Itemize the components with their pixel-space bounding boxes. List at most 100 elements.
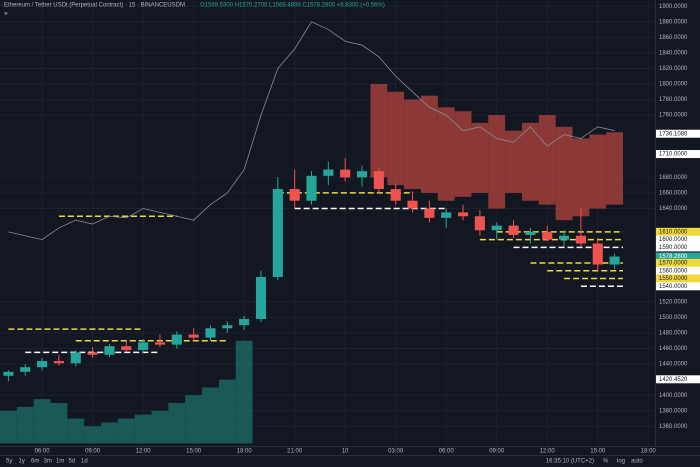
y-tick-label: 1440.0000 [659,362,688,368]
candle-body [575,235,586,244]
y-tick-label: 1840.0000 [659,50,688,56]
range-button[interactable]: 5d [69,459,76,465]
scale-button[interactable]: % [603,459,609,465]
cloud-column [168,402,186,444]
candle-body [104,346,115,355]
price-tag-label: 1550.0000 [659,276,688,282]
price-tag-label: 1540.0000 [659,284,688,290]
price-tag-label: 1578.2800 [659,254,688,260]
cloud-column [387,91,405,186]
y-tick-label: 1360.0000 [659,424,688,430]
range-button[interactable]: 1y [19,459,25,465]
price-tag [656,266,700,275]
candle-body [441,212,452,218]
cloud-column [420,95,438,193]
price-tag [656,274,700,283]
price-tag [656,375,700,384]
price-tag [656,243,700,252]
price-tag [656,282,700,291]
cloud-column [454,111,472,197]
cloud-column [134,414,152,444]
x-tick-label: 06:00 [35,449,51,455]
candle-body [138,342,149,351]
candle-body [37,360,48,368]
candle-body [205,328,216,338]
indicator-toggle[interactable]: ≡ [4,12,8,18]
candle-body [222,325,233,329]
x-tick-label: 12:00 [540,449,556,455]
chart-title: Ethereum / Tether USDt (Perpetual Contra… [4,3,185,9]
candle-body [407,200,418,209]
x-tick-label: 10 [342,449,349,455]
cloud-column [202,387,219,444]
scale-button[interactable]: log [617,459,625,465]
overlay-line [8,21,615,241]
price-tag-label: 1736.1080 [659,131,688,137]
candle-body [491,225,502,231]
x-tick-label: 15:00 [590,449,606,455]
cloud-column [521,122,539,201]
price-tag [656,258,700,267]
ohlc-legend: O1569.5300 H1570.2700 L1569.4899 C1578.2… [200,3,385,9]
y-tick-label: 1780.0000 [659,97,688,103]
x-tick-label: 18:00 [237,449,253,455]
cloud-column [117,418,135,444]
range-button[interactable]: 6m [31,459,39,465]
price-tag [656,129,700,138]
cloud-column [505,130,522,193]
y-tick-label: 1520.0000 [659,299,688,305]
price-tag-label: 1570.0000 [659,261,688,267]
candle-body [525,231,536,235]
cloud-column [589,134,607,209]
candle-body [340,169,351,178]
range-button[interactable]: 3m [44,459,52,465]
price-tag [656,252,700,261]
candle-body [289,189,300,201]
y-tick-label: 1880.0000 [659,19,688,25]
range-button[interactable]: 5y [6,459,12,465]
y-tick-label: 1640.0000 [659,206,688,212]
candle-body [53,360,64,364]
cloud-column [404,99,421,190]
candle-body [188,334,199,338]
cloud-column [370,84,388,178]
y-tick-label: 1760.0000 [659,113,688,119]
candle-body [373,171,384,190]
cloud-column [437,107,455,201]
range-button[interactable]: 1d [81,459,88,465]
candle-body [592,243,603,265]
price-tag [656,227,700,236]
cloud-column [67,418,85,444]
x-tick-label: 09:00 [85,449,101,455]
cloud-column [572,138,590,217]
cloud-column [218,379,236,444]
price-tag-label: 1600.0000 [659,237,688,243]
y-tick-label: 1380.0000 [659,408,688,414]
y-tick-label: 1400.0000 [659,393,688,399]
cloud-column [84,426,102,444]
candle-body [272,189,283,277]
y-tick-label: 1500.0000 [659,315,688,321]
scale-button[interactable]: auto [631,459,643,465]
y-tick-label: 1480.0000 [659,331,688,337]
x-tick-label: 09:00 [489,449,505,455]
cloud-column [151,410,169,444]
plot [0,0,655,445]
x-tick-label: 15:00 [186,449,202,455]
cloud-column [16,406,34,444]
y-tick-label: 1660.0000 [659,191,688,197]
x-tick-label: 03:00 [388,449,404,455]
candle-body [542,231,553,240]
candle-body [255,276,267,319]
y-tick-label: 1460.0000 [659,346,688,352]
range-button[interactable]: 1m [56,459,64,465]
candle-body [609,256,620,265]
price-tag-label: 1420.4520 [659,377,688,383]
cloud-column [488,115,506,209]
candle-body [70,352,81,364]
candle-body [508,225,519,235]
price-tag-label: 1710.0000 [659,152,688,158]
cloud-column [235,340,253,444]
y-tick-label: 1800.0000 [659,82,688,88]
